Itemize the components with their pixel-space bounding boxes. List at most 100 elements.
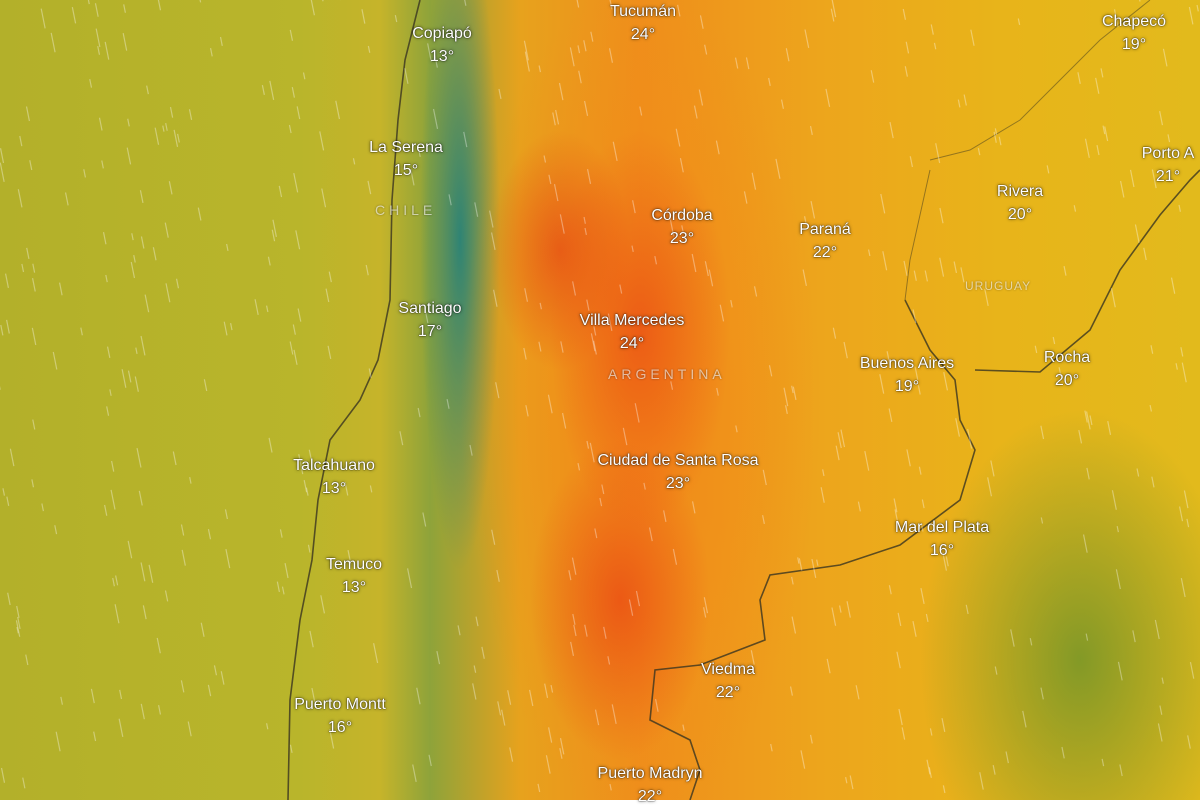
wind-streak — [560, 748, 562, 759]
wind-streak — [413, 765, 416, 782]
wind-streak — [290, 341, 293, 354]
wind-streak — [539, 342, 541, 352]
wind-streak — [793, 387, 796, 400]
city-temp: 20° — [1044, 369, 1090, 392]
wind-streak — [1090, 416, 1092, 425]
wind-streak — [336, 101, 340, 119]
wind-streak — [573, 614, 575, 625]
wind-streak — [1096, 78, 1099, 94]
wind-streak — [1160, 111, 1163, 125]
city-temp: 22° — [598, 785, 703, 808]
wind-streak — [803, 270, 806, 286]
wind-streak — [549, 175, 551, 184]
wind-streak — [289, 125, 291, 133]
wind-streak — [8, 593, 10, 605]
wind-streak — [292, 87, 294, 98]
wind-streak — [33, 278, 36, 291]
wind-streak — [308, 545, 310, 553]
wind-streak — [482, 647, 484, 659]
wind-streak — [858, 502, 860, 512]
wind-streak — [579, 71, 582, 84]
wind-streak — [143, 605, 146, 619]
wind-streak — [1162, 678, 1163, 684]
wind-streak — [655, 256, 657, 264]
wind-streak — [832, 608, 836, 626]
wind-streak — [497, 570, 499, 582]
wind-streak — [267, 723, 268, 729]
wind-streak — [1137, 468, 1139, 476]
wind-streak — [434, 109, 438, 129]
wind-streak — [321, 595, 325, 613]
wind-streak — [464, 132, 467, 147]
wind-streak — [591, 32, 593, 42]
country-label-argentina: ARGENTINA — [608, 366, 726, 382]
wind-streak — [545, 684, 548, 698]
wind-streak — [400, 431, 403, 445]
city-temp: 19° — [1102, 33, 1166, 56]
wind-streak — [840, 605, 841, 612]
wind-streak — [329, 272, 331, 282]
wind-streak — [694, 106, 697, 119]
wind-streak — [1168, 134, 1170, 142]
wind-streak — [110, 389, 111, 395]
wind-streak — [1179, 205, 1180, 212]
wind-streak — [856, 685, 859, 699]
wind-streak — [458, 625, 460, 635]
wind-streak — [1181, 347, 1183, 356]
wind-streak — [595, 528, 597, 538]
wind-streak — [940, 208, 943, 223]
wind-streak — [629, 600, 632, 616]
wind-streak — [204, 379, 206, 391]
wind-streak — [10, 449, 13, 466]
wind-streak — [147, 86, 149, 95]
wind-streak — [572, 558, 575, 575]
wind-streak — [530, 690, 533, 706]
wind-streak — [782, 100, 784, 109]
wind-streak — [131, 262, 134, 278]
city-temp: 24° — [610, 23, 676, 46]
wind-streak — [763, 470, 766, 485]
wind-streak — [978, 148, 979, 155]
wind-streak — [716, 141, 719, 155]
wind-streak — [182, 550, 185, 566]
wind-streak — [1135, 225, 1139, 243]
wind-streak — [3, 488, 4, 495]
wind-streak — [282, 587, 284, 595]
wind-streak — [464, 0, 466, 6]
wind-streak — [539, 65, 540, 72]
wind-streak — [889, 408, 892, 421]
wind-streak — [1133, 630, 1135, 642]
wind-streak — [988, 477, 992, 496]
wind-streak — [165, 223, 168, 238]
wind-streak — [573, 281, 576, 295]
wind-streak — [995, 667, 997, 675]
wind-streak — [27, 248, 29, 259]
city-temp: 17° — [398, 320, 461, 343]
wind-streak — [956, 418, 960, 436]
wind-streak — [544, 156, 545, 163]
wind-streak — [55, 525, 57, 534]
wind-streak — [709, 270, 712, 287]
wind-streak — [132, 233, 133, 240]
wind-streak — [905, 66, 907, 76]
